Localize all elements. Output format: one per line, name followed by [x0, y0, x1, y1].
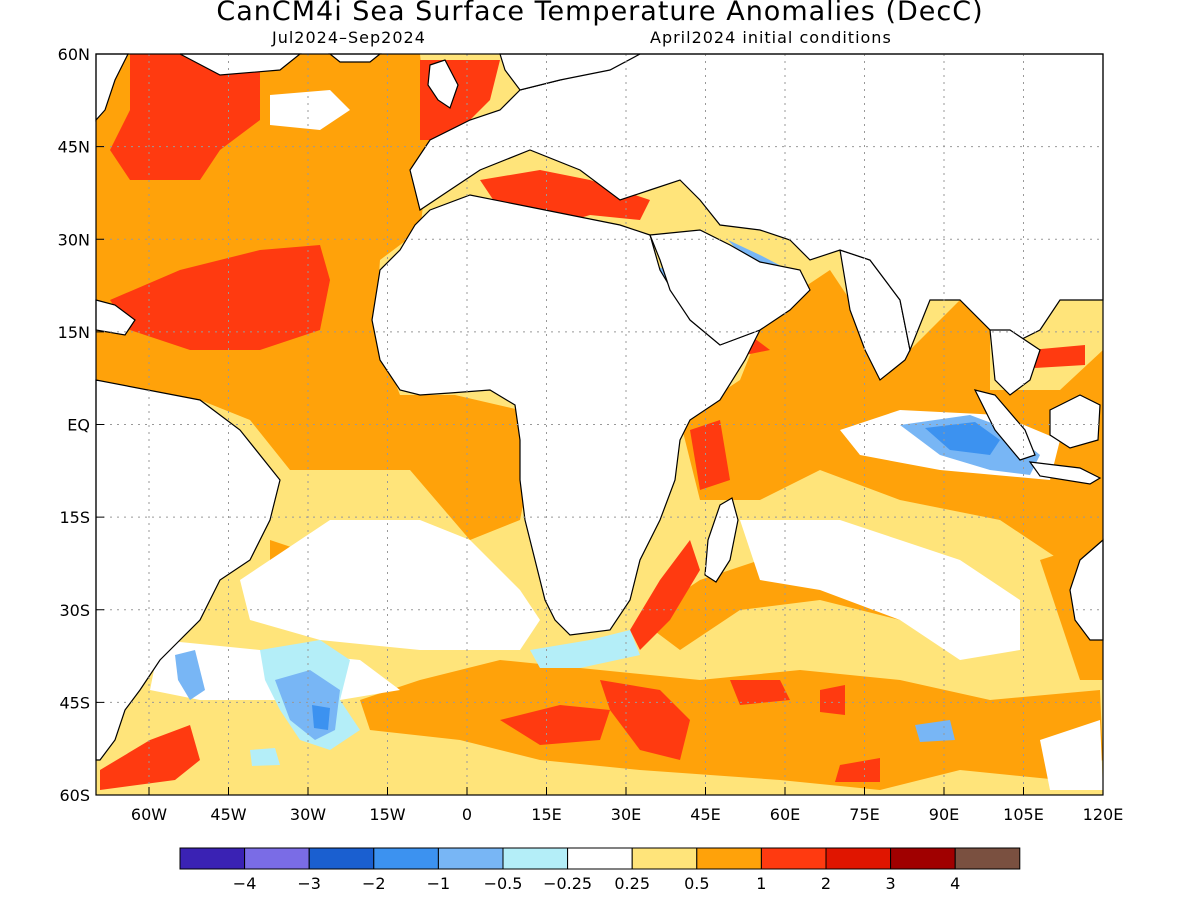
- lon-label: 30E: [611, 805, 641, 824]
- legend-label: −2: [362, 874, 386, 893]
- arabia-landmass: [649, 229, 811, 346]
- lat-label: 45S: [59, 693, 90, 712]
- legend-swatch: [825, 847, 892, 870]
- lon-label: 120E: [1083, 805, 1124, 824]
- longitude-labels: 60W 45W 30W 15W 0 15E 30E 45E 60E 75E 90E 105E 120E: [131, 805, 1123, 824]
- madagascar-island: [704, 497, 739, 583]
- legend-label: −3: [297, 874, 321, 893]
- southern-ocean-hotspot-1: [500, 705, 610, 745]
- lat-label: 15N: [58, 323, 90, 342]
- borneo-island: [1049, 394, 1101, 449]
- south-atlantic-neutral: [240, 520, 540, 650]
- legend-swatch: [631, 847, 698, 870]
- british-isles: [427, 59, 459, 109]
- graticule: [96, 53, 1104, 796]
- legend-label: 4: [950, 874, 960, 893]
- argentine-shelf-cool: [175, 650, 205, 700]
- sumatra-island: [973, 389, 1036, 461]
- land-masses: [95, 53, 1104, 761]
- southern-ocean-warm: [360, 660, 1103, 790]
- south-america-landmass: [95, 379, 281, 761]
- legend-label: 3: [886, 874, 896, 893]
- legend-swatch: [954, 847, 1021, 870]
- africa-landmass: [371, 194, 762, 636]
- lon-label: 30W: [290, 805, 326, 824]
- south-indian-neutral: [740, 520, 1020, 660]
- somali-hotspot: [690, 420, 730, 490]
- lat-label: 15S: [59, 508, 90, 527]
- forecast-period: Jul2024–Sep2024: [272, 28, 426, 47]
- initial-conditions: April2024 initial conditions: [650, 28, 892, 47]
- lon-label: 60E: [770, 805, 800, 824]
- north-atlantic-neutral: [270, 90, 350, 130]
- legend-swatch: [890, 847, 956, 870]
- east-indian-cool-core: [925, 422, 1000, 455]
- lon-label: 105E: [1003, 805, 1044, 824]
- lon-label: 45W: [210, 805, 246, 824]
- lat-label: 45N: [58, 138, 90, 157]
- southern-ocean-hotspot-2: [600, 680, 690, 760]
- far-south-neutral: [1040, 720, 1103, 790]
- southern-ocean-hotspot-4: [820, 685, 845, 715]
- lon-label: 45E: [690, 805, 720, 824]
- lon-label: 60W: [131, 805, 167, 824]
- legend-label: −1: [427, 874, 451, 893]
- benguela-hotspot: [630, 540, 700, 650]
- legend-label: −4: [233, 874, 257, 893]
- south-atlantic-hotspot: [100, 725, 200, 790]
- legend-label: −0.5: [484, 874, 523, 893]
- lat-label: 60S: [59, 786, 90, 805]
- legend-swatch: [760, 847, 827, 870]
- legend-swatch: [244, 847, 310, 870]
- lon-label: 15E: [531, 805, 561, 824]
- subtropical-atlantic-hotspot: [110, 245, 330, 350]
- map-title: CanCM4i Sea Surface Temperature Anomalie…: [216, 0, 984, 27]
- lon-label: 75E: [849, 805, 879, 824]
- legend-swatch: [437, 847, 504, 870]
- legend-swatch: [373, 847, 439, 870]
- latitude-labels: 60N 45N 30N 15N EQ 15S 30S 45S 60S: [58, 45, 90, 805]
- lon-label: 90E: [929, 805, 959, 824]
- legend-label: −0.25: [543, 874, 592, 893]
- labrador-sea-hotspot: [110, 54, 260, 180]
- legend-swatch: [567, 847, 633, 870]
- legend-label: 0.25: [614, 874, 650, 893]
- legend-label: 0.5: [684, 874, 709, 893]
- southern-ocean-hotspot-3: [730, 680, 790, 705]
- legend-swatch: [696, 847, 762, 870]
- legend-label: 2: [821, 874, 831, 893]
- agulhas-cool-faint: [530, 630, 640, 668]
- southeast-asia: [989, 329, 1041, 396]
- lat-label: 30S: [59, 601, 90, 620]
- plot-frame: [95, 53, 1104, 796]
- lat-label: 30N: [58, 230, 90, 249]
- lon-label: 0: [462, 805, 472, 824]
- southern-indian-cool: [915, 720, 955, 742]
- southern-ocean-hotspot-5: [835, 758, 880, 782]
- java-island: [1028, 461, 1102, 485]
- drake-cool-faint: [250, 748, 280, 766]
- legend-swatch: [179, 847, 246, 870]
- lat-label: 60N: [58, 45, 90, 64]
- legend-swatch: [502, 847, 569, 870]
- color-legend: −4 −3 −2 −1 −0.5 −0.25 0.25 0.5 1 2 3 4: [179, 847, 1021, 893]
- lat-label: EQ: [67, 416, 90, 435]
- legend-swatch: [308, 847, 375, 870]
- south-china-sea-hotspot: [1030, 345, 1085, 368]
- south-atlantic-cool-core: [312, 705, 330, 730]
- lon-label: 15W: [369, 805, 405, 824]
- legend-label: 1: [756, 874, 766, 893]
